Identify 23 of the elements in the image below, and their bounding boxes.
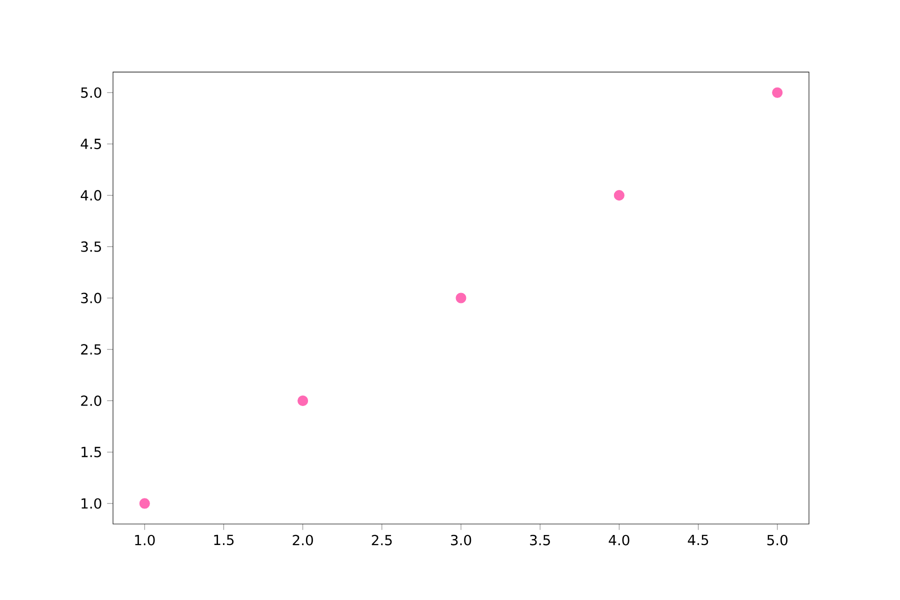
y-tick-label: 4.5 — [80, 138, 101, 150]
x-tick-label: 4.5 — [688, 534, 708, 546]
y-tick-label: 1.0 — [82, 498, 102, 509]
y-tick-label: 2.5 — [81, 344, 101, 355]
point — [139, 498, 150, 509]
x-tick-label: 1.5 — [214, 534, 234, 546]
y-tick-label: 4.0 — [80, 190, 102, 201]
x-tick-label: 2.0 — [292, 534, 313, 546]
y-tick-label: 3.5 — [81, 241, 101, 252]
y-tick-label: 1.5 — [82, 446, 101, 458]
y-tick-label: 5.0 — [81, 87, 102, 98]
x-tick-label: 3.5 — [530, 534, 550, 546]
point — [772, 87, 783, 98]
x-tick-label: 3.0 — [451, 534, 472, 546]
x-tick-label: 4.0 — [608, 534, 630, 546]
point — [298, 395, 308, 406]
point — [456, 292, 466, 304]
x-tick-label: 5.0 — [767, 534, 788, 546]
y-tick-label: 3.0 — [81, 292, 102, 304]
point — [614, 190, 624, 201]
x-tick-label: 2.5 — [372, 534, 392, 546]
y-tick-label: 2.0 — [81, 395, 102, 406]
x-tick-label: 1.0 — [135, 534, 155, 546]
